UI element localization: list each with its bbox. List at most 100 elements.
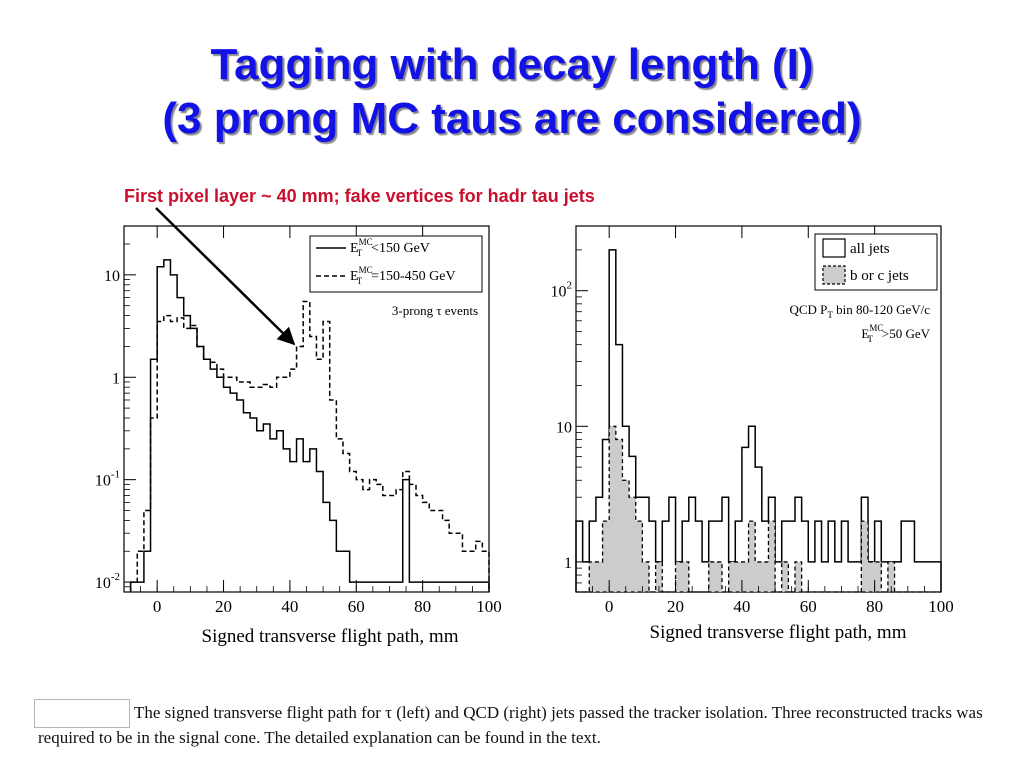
bin-1-1-45	[875, 562, 882, 592]
bin-1-0-17	[689, 497, 696, 592]
right-series-group	[575, 249, 942, 593]
x-tick-label-0-0: 0	[153, 597, 162, 616]
left-legend-box	[309, 235, 483, 293]
bin-0-1-31	[336, 439, 343, 592]
y-tick-label-0-3: 10	[104, 268, 120, 285]
bin-0-1-18	[250, 387, 257, 592]
y-tick-label-1-2: 102	[551, 280, 573, 301]
bin-0-1-29	[323, 322, 330, 592]
bin-0-1-0	[131, 582, 138, 592]
title-line-2: (3 prong MC taus are considered)	[162, 94, 862, 143]
x-tick-label-0-1: 20	[215, 597, 232, 616]
bin-0-1-40	[396, 490, 403, 592]
bin-0-1-1	[137, 551, 144, 592]
y-tick-label-0-1: 10-1	[95, 469, 120, 490]
bin-1-0-48	[895, 562, 902, 592]
pixel-layer-annotation: First pixel layer ~ 40 mm; fake vertices…	[124, 186, 595, 206]
bin-1-1-15	[676, 562, 683, 592]
bin-1-0-38	[828, 521, 835, 592]
bin-1-0-30	[775, 562, 782, 592]
bin-1-1-43	[861, 521, 868, 592]
bin-1-1-3	[596, 562, 603, 592]
bin-1-0-13	[662, 521, 669, 592]
bin-1-0-49	[901, 521, 908, 592]
bin-0-1-9	[190, 326, 197, 592]
bin-0-1-49	[456, 533, 463, 592]
bin-0-1-50	[462, 551, 469, 592]
bin-1-1-4	[603, 521, 610, 592]
bin-0-1-45	[429, 510, 436, 592]
bin-1-0-0	[576, 521, 583, 592]
left-x-axis-label: Signed transverse flight path, mm	[202, 626, 459, 647]
bin-1-1-5	[609, 426, 616, 592]
bin-0-1-21	[270, 387, 277, 592]
bin-0-1-10	[197, 346, 204, 592]
bin-0-1-19	[257, 387, 264, 592]
bin-0-1-39	[389, 496, 396, 592]
bin-1-0-34	[802, 521, 809, 592]
right-axes-group: 0 20 40 60 80 100 1 10 102	[551, 225, 954, 616]
bin-0-1-46	[436, 510, 443, 592]
bin-0-1-36	[370, 480, 377, 592]
bin-1-0-50	[908, 521, 915, 592]
series-1-1-area	[576, 425, 941, 593]
annotation-arrow	[155, 207, 296, 346]
bin-1-0-39	[835, 562, 842, 592]
bin-0-1-30	[330, 400, 337, 592]
bin-1-0-14	[669, 497, 676, 592]
right-legend-label-all: all jets	[850, 241, 890, 257]
bin-0-1-15	[230, 377, 237, 592]
slide-title: Tagging with decay length (I) (3 prong M…	[0, 38, 1024, 146]
bin-0-1-14	[224, 377, 231, 592]
series-0-1-line	[129, 300, 490, 592]
bin-1-1-24	[735, 562, 742, 592]
bin-1-1-7	[622, 480, 629, 592]
bin-1-0-54	[934, 562, 941, 592]
bin-0-1-3	[151, 418, 158, 592]
x-tick-label-1-5: 100	[928, 597, 954, 616]
title-line-1: Tagging with decay length (I)	[210, 40, 814, 89]
bin-0-1-53	[482, 551, 489, 592]
bin-1-1-16	[682, 562, 689, 592]
bin-1-0-53	[928, 562, 935, 592]
bin-0-1-4	[157, 322, 164, 592]
bin-0-1-32	[343, 454, 350, 592]
y-tick-label-0-2: 1	[112, 370, 120, 387]
bin-1-1-26	[749, 521, 756, 592]
right-annotation-line-2: EMC T >50 GeV	[861, 323, 930, 344]
bin-0-1-35	[363, 490, 370, 592]
right-legend-swatch-all	[822, 238, 846, 258]
bin-0-1-47	[443, 520, 450, 592]
left-annotation-text: 3-prong τ events	[392, 303, 478, 318]
bin-0-1-42	[409, 484, 416, 592]
bin-1-0-41	[848, 562, 855, 592]
bin-0-1-13	[217, 369, 224, 592]
bin-0-1-26	[303, 301, 310, 592]
bin-0-1-27	[310, 337, 317, 592]
bin-1-0-46	[881, 562, 888, 592]
bin-0-1-38	[383, 496, 390, 592]
bin-0-1-12	[210, 362, 217, 592]
x-tick-label-1-4: 80	[866, 597, 883, 616]
bin-1-1-44	[868, 562, 875, 592]
bin-0-1-44	[423, 502, 430, 592]
bin-0-1-22	[277, 377, 284, 592]
chart-left: 0 20 40 60 80 100 10-2 10-1 1 10 EMC T <150 GeV EMC…	[95, 225, 502, 647]
bin-0-1-43	[416, 496, 423, 592]
bin-1-0-51	[914, 562, 921, 592]
bin-0-1-37	[376, 484, 383, 592]
bin-1-0-18	[695, 521, 702, 592]
bin-0-1-16	[237, 382, 244, 592]
bin-0-1-41	[403, 472, 410, 592]
y-tick-label-1-0: 1	[564, 555, 572, 572]
x-tick-label-1-2: 40	[733, 597, 750, 616]
bin-1-1-20	[709, 562, 716, 592]
bin-1-0-19	[702, 562, 709, 592]
caption-placeholder-box	[34, 699, 130, 728]
bin-0-1-17	[243, 382, 250, 592]
right-legend-swatch-bc	[822, 265, 846, 285]
bin-1-0-40	[841, 521, 848, 592]
x-tick-label-1-0: 0	[605, 597, 614, 616]
